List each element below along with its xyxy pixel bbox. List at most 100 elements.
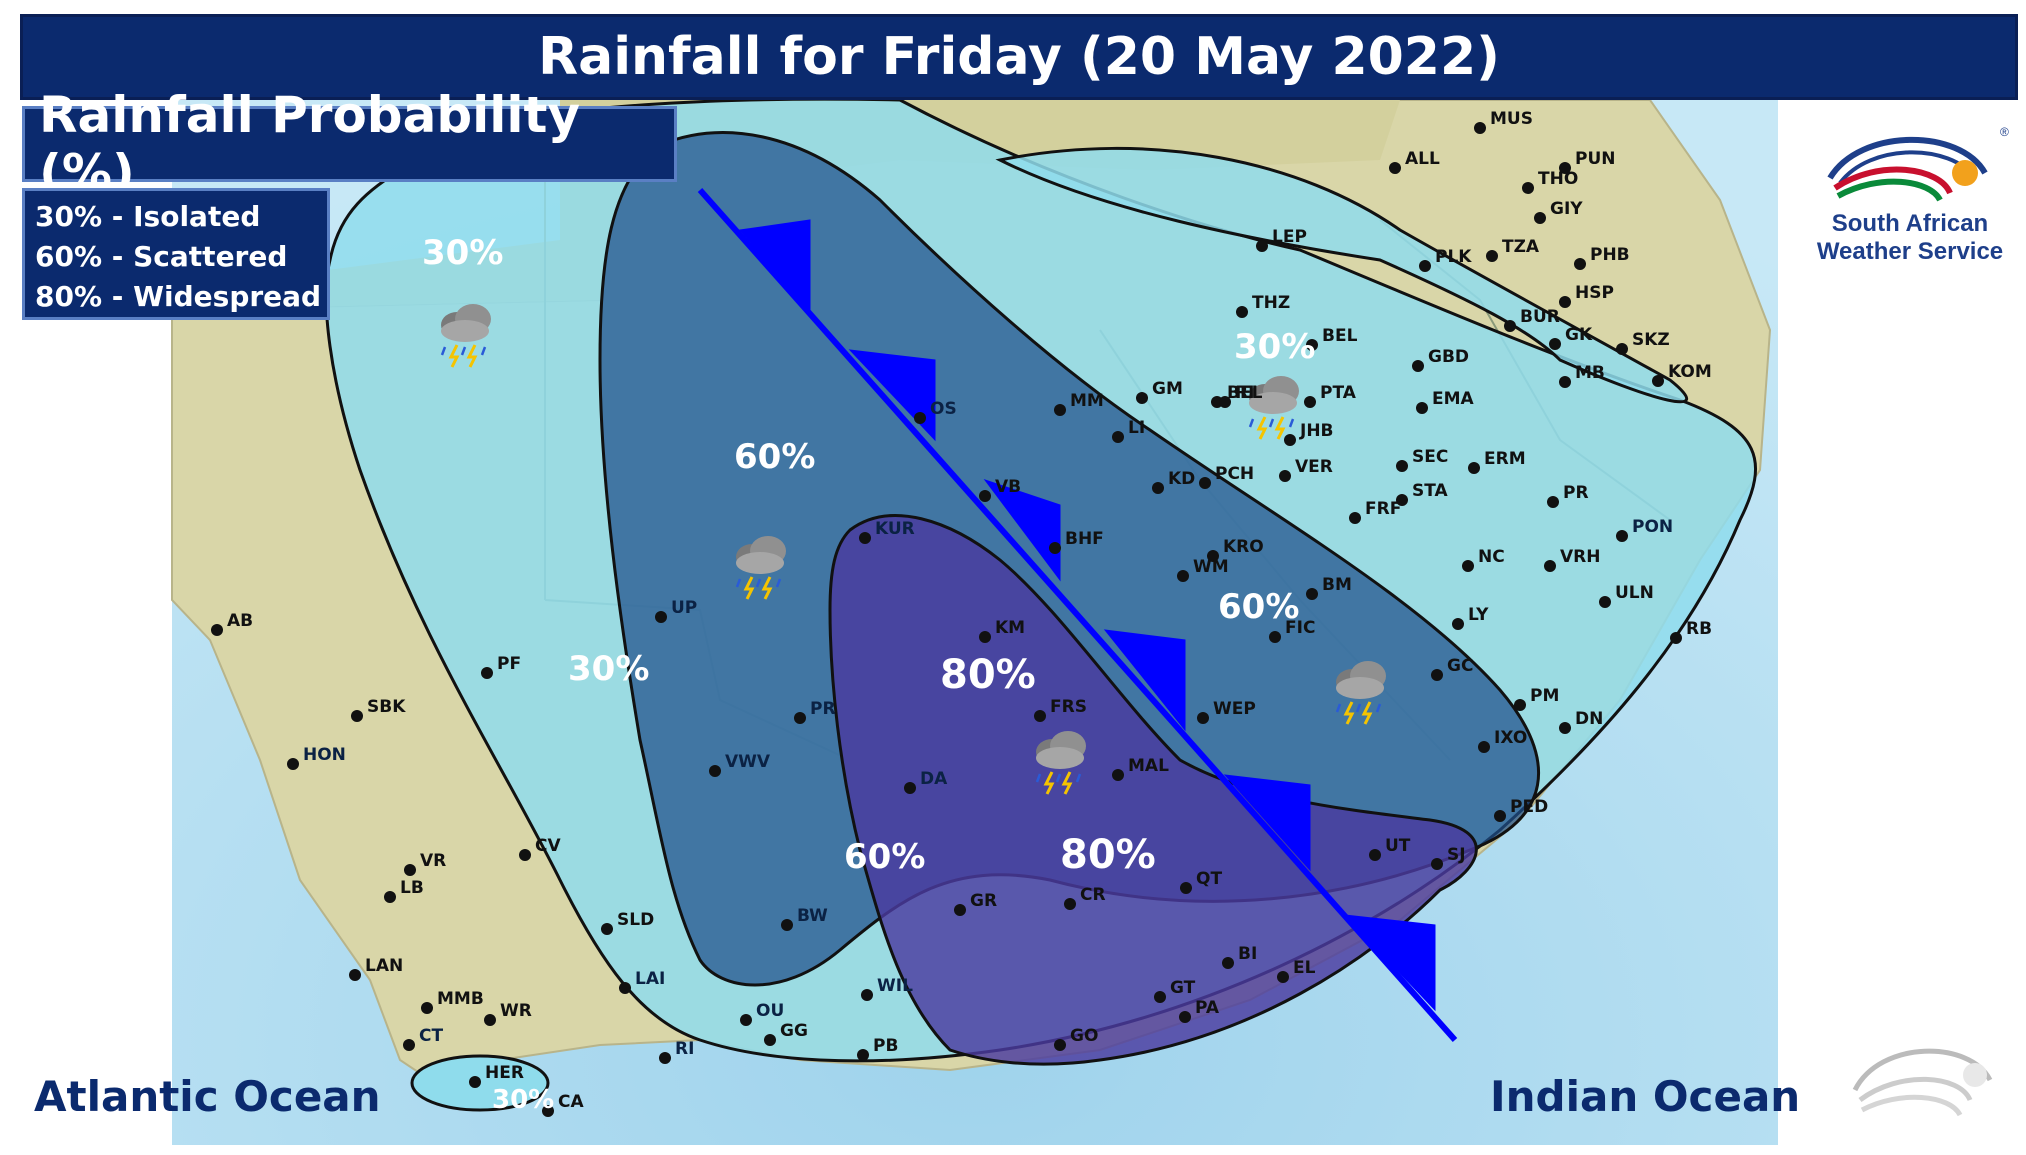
zone-label-south-80: 80% [1060,832,1156,878]
station-label: RI [1235,383,1254,403]
station-up: UP [655,598,697,623]
station-label: VWV [725,752,771,772]
station-dot [1616,530,1628,542]
station-dot [979,490,991,502]
station-ri: RI [1219,383,1254,408]
station-tza: TZA [1486,237,1540,262]
station-dot [601,923,613,935]
station-dot [1197,712,1209,724]
station-gr: GR [954,891,997,916]
station-sld: SLD [601,910,654,935]
station-gt: GT [1154,978,1196,1003]
station-label: PF [497,654,521,674]
station-tho: THO [1522,169,1578,194]
station-dot [384,891,396,903]
station-dot [1514,699,1526,711]
station-label: BW [797,906,828,926]
zone-label-center-60: 60% [734,437,815,477]
station-pa: PA [1179,998,1220,1023]
station-cv: CV [519,836,561,861]
station-label: PB [873,1036,898,1056]
station-label: KRO [1223,537,1264,557]
station-label: ULN [1615,583,1654,603]
station-gbd: GBD [1412,347,1469,372]
station-label: KUR [875,519,915,539]
station-dot [1154,991,1166,1003]
legend-heading: Rainfall Probability (%) [39,86,581,202]
station-label: VR [420,851,446,871]
station-dot [659,1052,671,1064]
station-dot [1431,858,1443,870]
station-da: DA [904,769,948,794]
station-label: FRF [1365,499,1401,519]
station-ver: VER [1279,457,1333,482]
station-dot [655,611,667,623]
station-label: PUN [1575,149,1616,169]
station-pun: PUN [1559,149,1616,174]
station-bur: BUR [1504,307,1560,332]
station-pta: PTA [1304,383,1357,408]
station-label: MAL [1128,756,1169,776]
station-label: VER [1295,457,1333,477]
station-label: LEP [1272,227,1307,247]
station-cr: CR [1064,885,1106,910]
station-nc: NC [1462,547,1505,572]
station-dot [349,969,361,981]
station-label: WM [1193,557,1229,577]
station-uln: ULN [1599,583,1654,608]
station-label: GT [1170,978,1196,998]
station-gg: GG [764,1021,808,1046]
station-dot [1219,396,1231,408]
station-lan: LAN [349,956,403,981]
station-label: BM [1322,575,1352,595]
station-sec: SEC [1396,447,1448,472]
station-label: FIC [1285,618,1315,638]
legend-item: 60% - Scattered [35,240,288,273]
zone-80 [828,514,1478,1066]
station-dot [1549,338,1561,350]
station-label: HSP [1575,283,1614,303]
station-dot [861,989,873,1001]
station-kd: KD [1152,469,1195,494]
station-dot [1544,560,1556,572]
station-dot [1522,182,1534,194]
station-dot [1306,339,1318,351]
title-bar: Rainfall for Friday (20 May 2022) [20,14,2018,100]
station-dot [1652,375,1664,387]
station-wil: WIL [861,976,913,1001]
station-label: CA [558,1092,584,1112]
station-dot [1431,669,1443,681]
logo-line-2: Weather Service [1816,238,2004,265]
station-dot [1277,971,1289,983]
station-dot [1396,460,1408,472]
station-dot [1306,588,1318,600]
station-dot [794,712,806,724]
legend-box: 30% - Isolated 60% - Scattered 80% - Wid… [22,188,330,320]
station-label: PTA [1320,383,1357,403]
station-dot [1054,404,1066,416]
station-ly: LY [1452,605,1489,630]
station-label: PR [1563,483,1589,503]
station-label: NC [1478,547,1505,567]
station-label: WIL [877,976,913,996]
station-mm: MM [1054,391,1104,416]
station-dot [469,1076,481,1088]
station-kom: KOM [1652,362,1712,387]
station-gk: GK [1549,325,1593,350]
station-dot [1486,250,1498,262]
station-dot [764,1034,776,1046]
station-label: KOM [1668,362,1712,382]
zone-label-west-30: 30% [568,649,649,689]
station-label: MM [1070,391,1104,411]
station-label: GBD [1428,347,1469,367]
logo-line-1: South African [1831,210,1989,237]
station-label: PED [1510,797,1548,817]
station-mus: MUS [1474,109,1533,134]
station-thz: THZ [1236,293,1290,318]
station-label: GR [970,891,997,911]
saws-watermark-icon [1852,1048,1993,1117]
station-li: LI [1112,418,1145,443]
station-dot [421,1002,433,1014]
station-dot [1054,1039,1066,1051]
station-dot [287,758,299,770]
